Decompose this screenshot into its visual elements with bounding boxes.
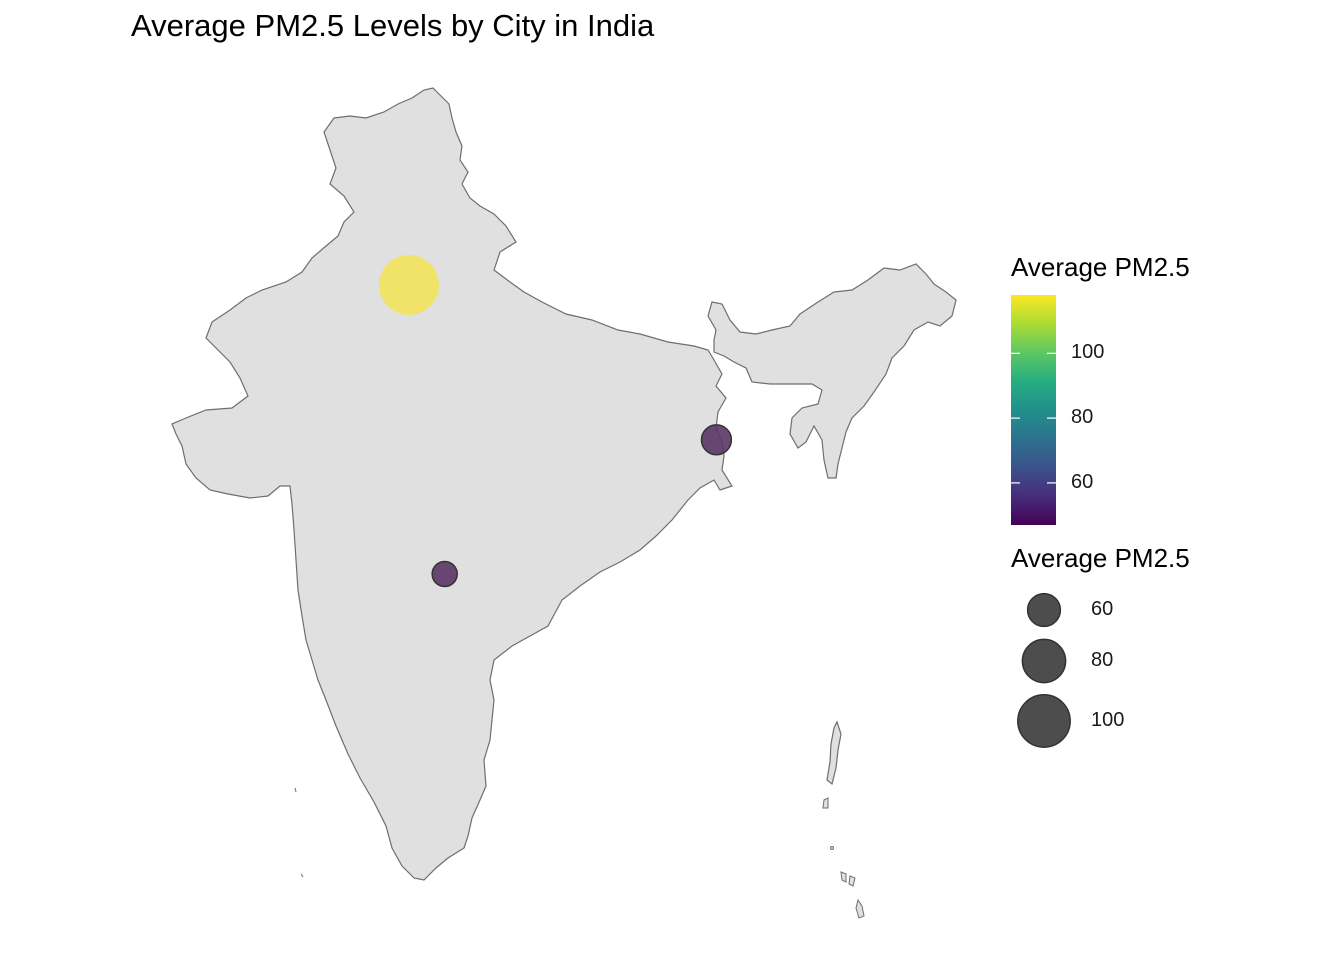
- india-landmass: [171, 87, 957, 919]
- size-legend-label: 100: [1091, 709, 1125, 731]
- size-legend-key: [1021, 638, 1067, 684]
- colorbar: [1011, 295, 1056, 525]
- nicobar-islands-mid: [848, 875, 856, 887]
- colorbar-ticks: [1011, 352, 1056, 484]
- size-legend-title: Average PM2.5: [1011, 543, 1190, 573]
- nicobar-islands-north: [840, 871, 847, 883]
- size-legend-key: [1017, 694, 1071, 748]
- andaman-islet: [822, 797, 829, 809]
- lakshadweep-mark-north: [294, 787, 297, 793]
- size-legend-keys: [1017, 592, 1071, 748]
- colorbar-tick-label: 60: [1071, 470, 1094, 493]
- color-legend: [1011, 295, 1056, 525]
- colorbar-tick-label: 80: [1071, 406, 1094, 429]
- northeast-india: [707, 263, 957, 479]
- size-legend-label: 60: [1091, 598, 1114, 620]
- lakshadweep-mark-south: [300, 873, 304, 878]
- map-title: Average PM2.5 Levels by City in India: [131, 8, 655, 43]
- city-bubbles: [379, 255, 733, 588]
- city-bubble: [379, 255, 439, 315]
- nicobar-islet: [829, 845, 835, 851]
- colorbar-tick-label: 100: [1071, 341, 1105, 364]
- mainland-india: [171, 87, 733, 881]
- city-bubble: [431, 560, 458, 588]
- size-legend-key: [1026, 592, 1062, 628]
- city-bubble: [700, 424, 733, 456]
- nicobar-islands-south: [855, 898, 865, 919]
- color-legend-title: Average PM2.5: [1011, 252, 1190, 282]
- size-legend-label: 80: [1091, 649, 1114, 671]
- andaman-islands: [826, 720, 842, 786]
